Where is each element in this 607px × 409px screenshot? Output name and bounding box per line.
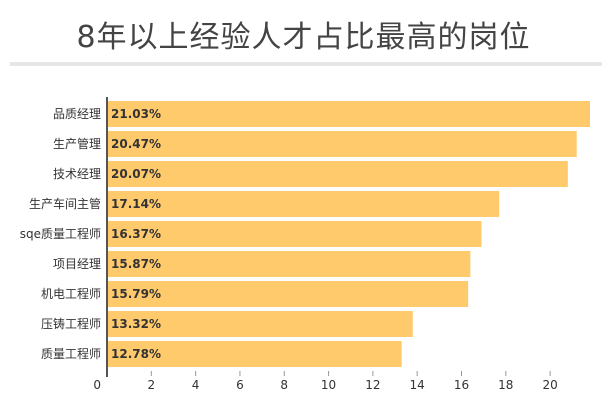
category-label: 生产车间主管 [29,196,101,211]
x-tick-label: 16 [454,378,469,392]
category-label: 品质经理 [53,107,101,121]
value-label: 16.37% [111,227,161,241]
bar [107,341,402,367]
value-label: 20.47% [111,137,161,151]
value-label: 13.32% [111,317,161,331]
bar [107,101,590,127]
category-label: 机电工程师 [41,286,101,301]
x-tick-label: 6 [236,378,244,392]
category-label: sqe质量工程师 [20,226,101,241]
x-tick-label: 4 [192,378,200,392]
bar [107,221,482,247]
category-label: 技术经理 [53,167,101,181]
category-label: 压铸工程师 [41,316,101,331]
category-label: 生产管理 [53,136,101,151]
x-tick-label: 20 [542,378,557,392]
chart-title: 8年以上经验人才占比最高的岗位 [76,20,531,55]
x-tick-label: 2 [147,378,155,392]
value-label: 20.07% [111,167,161,181]
value-label: 17.14% [111,197,161,211]
x-tick-label: 0 [93,378,101,392]
value-label: 15.79% [111,287,161,301]
value-label: 21.03% [111,107,161,121]
category-label: 质量工程师 [41,346,101,361]
category-label: 项目经理 [53,257,101,271]
bar [107,191,500,217]
bar [107,251,471,277]
value-label: 12.78% [111,347,161,361]
bar [107,161,568,187]
x-tick-label: 18 [498,378,513,392]
x-tick-label: 8 [280,378,288,392]
bar [107,281,469,307]
value-label: 15.87% [111,257,161,271]
x-tick-label: 12 [365,378,380,392]
title-divider [10,62,602,66]
x-tick-label: 14 [410,378,425,392]
bar [107,131,577,157]
bar [107,311,413,337]
x-tick-label: 10 [321,378,336,392]
